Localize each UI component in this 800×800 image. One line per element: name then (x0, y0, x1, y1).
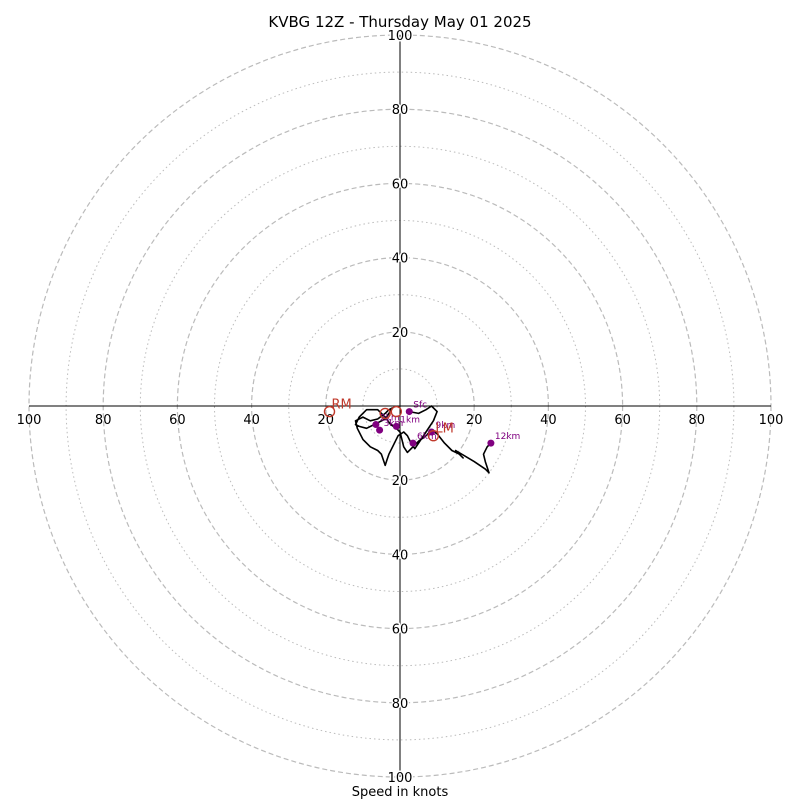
y-tick-label: 60 (392, 623, 409, 638)
x-tick-labels: 100 80 60 40 20 20 40 60 80 100 (17, 413, 784, 428)
y-tick-label: 80 (392, 697, 409, 712)
storm-motion-marker-lm (427, 429, 440, 442)
storm-motion-label-rm: RM (332, 398, 352, 413)
chart-title: KVBG 12Z - Thursday May 01 2025 (268, 13, 531, 31)
x-tick-label: 80 (689, 413, 706, 428)
height-marker-12km (487, 439, 495, 447)
height-marker-3km (376, 426, 384, 434)
y-tick-label: 20 (392, 474, 409, 489)
height-label-3km: 3km (384, 419, 404, 429)
x-tick-label: 40 (540, 413, 557, 428)
height-marker-sfc (405, 408, 413, 416)
x-axis-title: Speed in knots (352, 785, 449, 800)
height-marker-2km (372, 421, 380, 429)
y-tick-label: 100 (388, 771, 413, 786)
height-label-sfc: Sfc (413, 401, 427, 411)
storm-motion-marker-mean-3 (379, 407, 391, 420)
x-tick-label: 100 (17, 413, 42, 428)
x-tick-label: 80 (95, 413, 112, 428)
y-tick-label: 80 (392, 103, 409, 118)
x-tick-label: 60 (614, 413, 631, 428)
y-tick-label: 40 (392, 548, 409, 563)
y-tick-label: 20 (392, 326, 409, 341)
storm-motion-marker-rm (323, 405, 336, 418)
height-label-2km: 2km (380, 414, 400, 424)
x-tick-label: 60 (169, 413, 186, 428)
y-tick-label: 100 (388, 29, 413, 44)
height-marker-1km (392, 422, 400, 430)
x-tick-label: 100 (759, 413, 784, 428)
y-tick-label: 40 (392, 252, 409, 267)
x-tick-label: 20 (466, 413, 483, 428)
hodograph-trace-group (354, 405, 492, 474)
storm-motion-marker-mean-2 (390, 405, 402, 418)
storm-motion-label-lm: LM (435, 422, 453, 437)
storm-motion-markers: RM LM (323, 398, 454, 442)
height-label-12km: 12km (495, 432, 520, 442)
hodograph-trace (354, 405, 492, 474)
y-tick-label: 60 (392, 177, 409, 192)
height-label-9km: 9km (436, 421, 456, 431)
height-marker-6km (409, 439, 417, 447)
y-tick-labels: 100 80 60 40 20 20 40 60 80 100 (386, 28, 414, 788)
x-tick-label: 40 (243, 413, 260, 428)
height-label-6km: 6km (417, 432, 437, 442)
height-label-1km: 1km (400, 415, 420, 425)
